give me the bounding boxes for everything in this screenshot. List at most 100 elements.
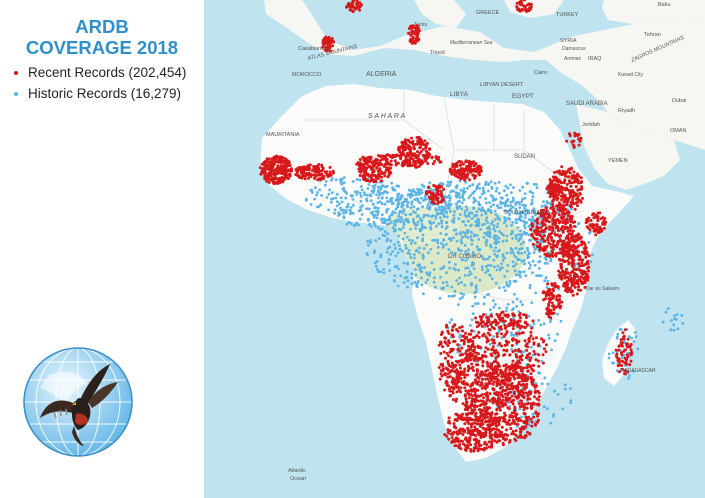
historic-record-point <box>344 211 348 214</box>
recent-record-point <box>560 277 564 281</box>
recent-record-point <box>524 356 528 360</box>
recent-record-point <box>456 438 460 442</box>
historic-record-point <box>433 276 436 280</box>
recent-record-point <box>554 305 558 309</box>
recent-record-point <box>417 37 421 41</box>
historic-record-point <box>496 217 500 220</box>
recent-record-point <box>629 348 633 352</box>
recent-record-point <box>460 346 464 350</box>
legend-item-recent: Recent Records (202,454) <box>14 62 186 83</box>
recent-record-point <box>416 140 420 144</box>
recent-record-point <box>495 332 499 336</box>
historic-record-point <box>548 320 552 323</box>
historic-record-point <box>515 273 519 276</box>
historic-record-point <box>446 284 449 287</box>
historic-record-point <box>416 187 420 191</box>
recent-record-point <box>557 269 561 273</box>
historic-record-point <box>401 237 405 241</box>
recent-record-point <box>564 289 567 292</box>
recent-record-point <box>399 157 403 161</box>
recent-record-point <box>556 240 560 243</box>
recent-record-point <box>578 192 582 196</box>
recent-record-point <box>506 397 510 401</box>
historic-record-point <box>483 295 486 299</box>
historic-record-point <box>519 213 523 216</box>
recent-record-point <box>498 364 502 368</box>
historic-record-point <box>386 207 390 211</box>
recent-record-point <box>577 285 581 289</box>
historic-record-point <box>563 383 567 387</box>
recent-record-point <box>549 308 553 312</box>
historic-record-point <box>493 265 496 269</box>
historic-record-point <box>464 250 468 253</box>
historic-record-point <box>470 282 474 285</box>
recent-record-point <box>515 341 519 345</box>
recent-record-point <box>576 204 579 208</box>
recent-record-point <box>486 377 490 381</box>
recent-record-point <box>501 388 505 392</box>
historic-record-point <box>457 282 460 286</box>
historic-record-point <box>505 224 509 228</box>
recent-record-point <box>453 323 457 327</box>
recent-record-point <box>520 358 524 362</box>
recent-record-point <box>551 175 555 179</box>
historic-record-point <box>421 205 424 209</box>
historic-record-point <box>514 210 517 214</box>
historic-record-point <box>465 208 469 212</box>
historic-record-point <box>549 257 553 261</box>
recent-record-point <box>279 161 283 165</box>
historic-record-point <box>615 369 619 372</box>
recent-record-point <box>456 343 460 347</box>
recent-record-point <box>459 163 463 167</box>
historic-record-point <box>422 215 425 219</box>
recent-record-point <box>371 173 374 177</box>
title-line-1: ARDB <box>75 16 129 37</box>
recent-record-point <box>498 408 502 412</box>
recent-record-point <box>620 351 623 355</box>
recent-record-point <box>452 422 456 426</box>
recent-record-point <box>529 334 533 338</box>
recent-record-point <box>510 411 514 415</box>
recent-record-point <box>439 372 443 376</box>
recent-record-point <box>614 348 618 352</box>
recent-record-point <box>485 392 489 396</box>
recent-record-point <box>529 330 533 334</box>
recent-record-point <box>584 262 588 266</box>
recent-record-point <box>295 173 299 177</box>
historic-record-point <box>539 274 543 278</box>
historic-record-point <box>354 223 358 227</box>
historic-record-point <box>627 377 630 380</box>
recent-record-point <box>514 362 518 366</box>
recent-record-point <box>577 232 581 236</box>
historic-record-point <box>531 259 535 263</box>
historic-record-point <box>376 267 379 271</box>
historic-record-point <box>424 226 427 230</box>
recent-record-point <box>522 408 526 412</box>
recent-record-point <box>379 179 383 183</box>
recent-record-point <box>474 434 478 437</box>
recent-record-point <box>630 350 633 354</box>
recent-record-point <box>486 397 490 401</box>
historic-record-point <box>503 189 506 193</box>
historic-record-point <box>661 320 665 324</box>
historic-record-point <box>454 232 458 236</box>
historic-record-point <box>424 281 428 284</box>
recent-record-point <box>366 179 370 182</box>
recent-record-point <box>565 139 569 143</box>
historic-record-point <box>325 196 329 199</box>
historic-record-point <box>379 253 383 257</box>
historic-record-point <box>512 264 516 268</box>
historic-record-point <box>393 211 397 215</box>
recent-record-point <box>550 225 554 229</box>
recent-record-point <box>502 348 506 352</box>
historic-record-point <box>591 253 594 257</box>
historic-record-point <box>397 211 401 215</box>
historic-record-point <box>444 227 448 230</box>
recent-record-point <box>573 207 577 211</box>
historic-record-point <box>488 342 492 346</box>
recent-record-point <box>557 201 561 205</box>
historic-record-point <box>396 240 400 244</box>
historic-record-point <box>440 219 444 223</box>
historic-record-point <box>455 202 459 206</box>
recent-record-point <box>418 146 422 150</box>
